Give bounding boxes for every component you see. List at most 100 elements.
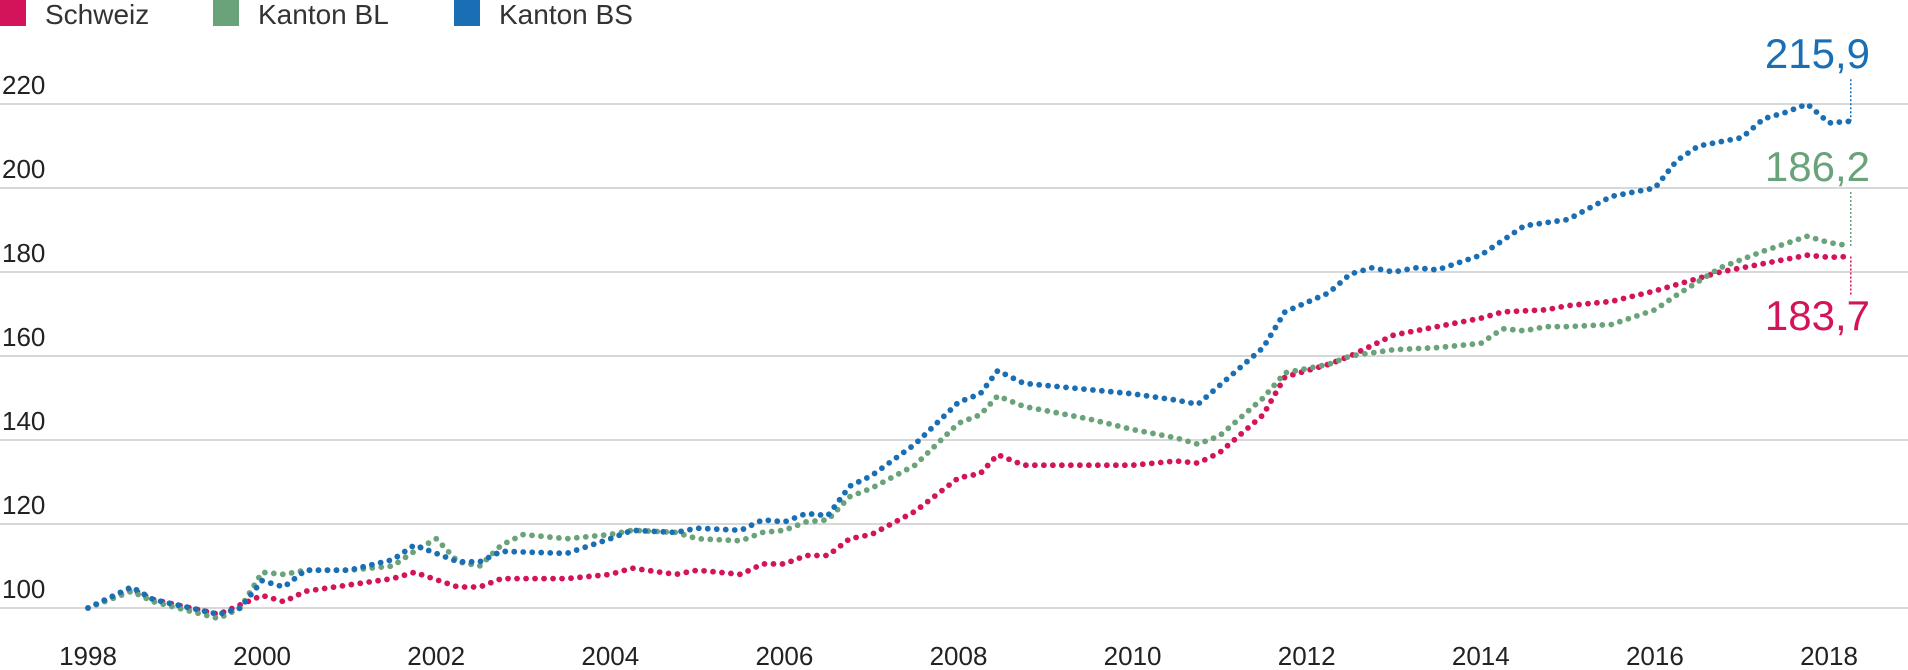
series-3-dot-133 bbox=[1161, 395, 1168, 402]
series-3-dot-129 bbox=[1125, 390, 1132, 397]
series-3-dot-95 bbox=[863, 475, 870, 481]
series-2-dot-180 bbox=[1545, 323, 1552, 330]
series-1-dot-24 bbox=[279, 598, 286, 605]
series-2-dot-114 bbox=[993, 394, 1000, 401]
series-2-dot-196 bbox=[1681, 287, 1687, 294]
series-1-dot-59 bbox=[586, 573, 592, 580]
x-tick-label-2018: 2018 bbox=[1800, 641, 1858, 670]
series-2-dot-158 bbox=[1353, 352, 1359, 359]
series-1-dot-169 bbox=[1487, 312, 1493, 319]
x-axis-ticks: 1998 2000 2002 2004 2006 2008 2010 2012 2014 2016… bbox=[59, 641, 1858, 670]
series-1-dot-175 bbox=[1540, 307, 1547, 313]
series-2-dot-135 bbox=[1176, 435, 1183, 442]
series-2-dot-121 bbox=[1053, 409, 1060, 416]
series-2-dot-98 bbox=[879, 479, 886, 486]
series-3-dot-183 bbox=[1545, 219, 1552, 226]
series-3-dot-107 bbox=[947, 407, 954, 413]
series-1-dot-33 bbox=[357, 580, 364, 587]
series-3-dot-10 bbox=[157, 598, 164, 605]
series-2-dot-170 bbox=[1460, 342, 1467, 348]
series-1-dot-141 bbox=[1263, 405, 1270, 412]
series-3-dot-185 bbox=[1563, 216, 1569, 223]
series-3-dot-132 bbox=[1152, 394, 1159, 401]
series-3-dot-218 bbox=[1820, 115, 1827, 121]
series-1-dot-142 bbox=[1268, 398, 1274, 404]
series-2-dot-87 bbox=[794, 522, 801, 529]
series-3-dot-188 bbox=[1587, 204, 1593, 211]
series-1-dot-64 bbox=[630, 565, 636, 572]
series-3-dot-221 bbox=[1845, 118, 1852, 125]
series-2-dot-45 bbox=[439, 542, 446, 549]
series-3-dot-143 bbox=[1237, 364, 1244, 371]
series-2-dot-25 bbox=[270, 570, 277, 577]
series-2-dot-153 bbox=[1310, 364, 1316, 371]
series-1-dot-160 bbox=[1407, 328, 1414, 335]
series-1-dot-136 bbox=[1231, 436, 1238, 443]
series-3-dot-190 bbox=[1603, 196, 1609, 203]
series-1-dot-111 bbox=[1014, 459, 1021, 466]
series-1-dot-187 bbox=[1646, 289, 1653, 296]
series-3-dot-131 bbox=[1143, 392, 1150, 399]
series-3-dot-65 bbox=[616, 532, 623, 539]
series-2-dot-140 bbox=[1218, 431, 1225, 438]
series-2-dot-167 bbox=[1433, 344, 1440, 351]
series-3-dot-3 bbox=[101, 597, 108, 604]
series-3-dot-179 bbox=[1511, 229, 1518, 236]
series-2-dot-53 bbox=[496, 544, 503, 551]
series-2-dot-132 bbox=[1150, 430, 1156, 437]
series-3-dot-31 bbox=[324, 567, 331, 574]
series-3-dot-148 bbox=[1267, 332, 1274, 339]
series-3-dot-18 bbox=[227, 607, 234, 614]
series-3-dot-29 bbox=[306, 567, 313, 574]
series-3-dot-120 bbox=[1045, 382, 1051, 389]
series-3-dot-48 bbox=[468, 558, 475, 565]
series-3-dot-145 bbox=[1250, 352, 1257, 359]
series-1-dot-53 bbox=[532, 575, 538, 582]
series-1-dot-159 bbox=[1398, 330, 1405, 337]
series-2-dot-104 bbox=[924, 450, 931, 456]
series-2-dot-176 bbox=[1509, 326, 1516, 333]
series-1-dot-95 bbox=[894, 517, 901, 524]
series-2-dot-130 bbox=[1132, 427, 1139, 433]
series-3-dot-13 bbox=[184, 604, 190, 611]
series-3-dot-67 bbox=[633, 527, 640, 534]
series-1-dot-195 bbox=[1716, 269, 1722, 276]
series-2-dot-210 bbox=[1795, 236, 1802, 243]
series-2-dot-55 bbox=[512, 535, 518, 542]
series-3-dot-136 bbox=[1188, 400, 1194, 406]
series-2-dot-199 bbox=[1704, 273, 1710, 280]
series-3-dot-58 bbox=[556, 550, 563, 557]
series-1-dot-198 bbox=[1742, 264, 1749, 271]
series-1-dot-76 bbox=[736, 571, 743, 578]
series-1-dot-208 bbox=[1831, 254, 1838, 260]
series-1-dot-203 bbox=[1786, 255, 1793, 262]
series-3-dot-53 bbox=[511, 548, 518, 555]
series-1-dot-162 bbox=[1425, 325, 1432, 332]
series-1-dot-140 bbox=[1258, 413, 1265, 420]
series-3-dot-72 bbox=[678, 528, 684, 535]
series-2-dot-116 bbox=[1009, 399, 1016, 405]
series-3-dot-126 bbox=[1098, 387, 1105, 394]
series-3-dot-140 bbox=[1216, 382, 1223, 389]
series-1-dot-117 bbox=[1067, 462, 1074, 469]
series-2-dot-174 bbox=[1493, 330, 1500, 336]
x-tick-label-1998: 1998 bbox=[59, 641, 117, 670]
series-1-dot-200 bbox=[1760, 260, 1767, 267]
series-3-dot-124 bbox=[1081, 386, 1087, 392]
series-3-dot-130 bbox=[1134, 391, 1141, 398]
series-3-dot-208 bbox=[1743, 130, 1750, 137]
series-1-dot-61 bbox=[603, 571, 610, 578]
x-tick-label-2002: 2002 bbox=[407, 641, 465, 670]
series-1-dot-107 bbox=[984, 462, 991, 469]
series-2-dot-101 bbox=[903, 466, 910, 473]
series-1-end-value: 183,7 bbox=[1765, 292, 1870, 339]
series-2-dot-80 bbox=[734, 537, 741, 544]
series-2-dot-156 bbox=[1335, 357, 1342, 364]
series-1-dot-168 bbox=[1478, 315, 1485, 321]
series-2-dot-213 bbox=[1821, 238, 1828, 245]
series-3-dot-214 bbox=[1790, 106, 1797, 113]
series-3-dot-163 bbox=[1377, 266, 1384, 273]
series-3-dot-206 bbox=[1727, 136, 1734, 143]
series-3-dot-151 bbox=[1281, 309, 1288, 316]
series-2-dot-157 bbox=[1344, 354, 1351, 361]
